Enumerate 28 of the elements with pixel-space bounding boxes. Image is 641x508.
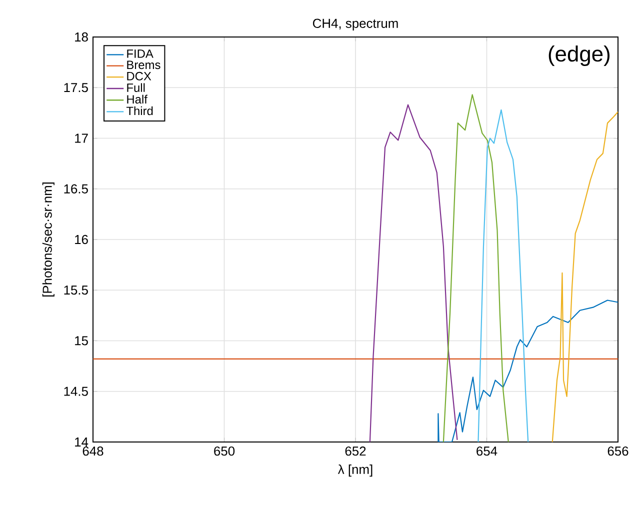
legend-label: Full <box>127 83 145 92</box>
x-tick-label: 648 <box>82 446 104 456</box>
y-tick-label: 14 <box>75 438 88 446</box>
y-tick-label: 16 <box>75 234 88 244</box>
legend-label: FIDA <box>127 50 154 58</box>
y-tick-label: 16.5 <box>64 184 88 194</box>
chart-title: CH4, spectrum <box>312 18 398 30</box>
legend-label: Third <box>126 106 153 116</box>
y-tick-label: 15.5 <box>64 286 88 295</box>
x-tick-label: 656 <box>608 446 628 456</box>
x-axis-title: λ [nm] <box>338 464 372 477</box>
x-tick-label: 654 <box>476 446 498 456</box>
x-tick-label: 652 <box>345 446 366 456</box>
annotation: (edge) <box>548 46 610 66</box>
x-tick-label: 650 <box>214 446 235 456</box>
y-tick-label: 17 <box>75 134 88 143</box>
line-series <box>369 104 458 442</box>
y-tick-label: 15 <box>75 336 88 346</box>
y-tick-label: 18 <box>75 32 88 42</box>
legend-label: DCX <box>127 72 152 80</box>
legend-label: Brems <box>127 60 160 70</box>
line-series <box>442 94 509 442</box>
line-series <box>478 109 529 442</box>
line-series <box>438 300 618 442</box>
y-tick-label: 14.5 <box>64 386 88 396</box>
y-axis-title: [Photons/sec·sr·nm] <box>42 182 54 297</box>
y-tick-label: 17.5 <box>64 83 88 92</box>
legend-label: Half <box>127 94 148 104</box>
